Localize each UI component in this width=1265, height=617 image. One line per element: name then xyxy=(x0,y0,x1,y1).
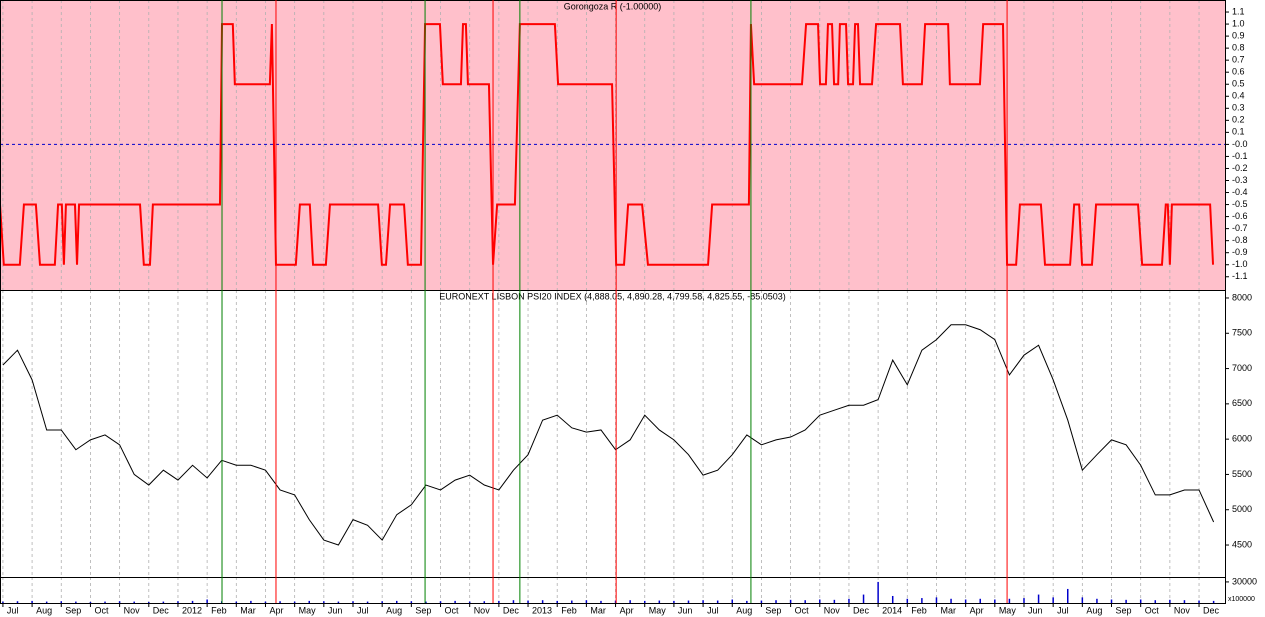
y-tick-label: 4500 xyxy=(1232,539,1252,549)
y-tick-label: 0.2 xyxy=(1232,115,1245,125)
y-tick-label: 1.1 xyxy=(1232,6,1245,16)
y-tick-label: -1.1 xyxy=(1232,271,1248,281)
y-tick-label: 6500 xyxy=(1232,398,1252,408)
x-tick-label: 2012 xyxy=(182,605,202,615)
x-tick-label: Aug xyxy=(386,605,402,615)
y-tick-label: -1.0 xyxy=(1232,259,1248,269)
y-tick-label: 30000 xyxy=(1232,576,1257,586)
x-tick-label: May xyxy=(999,605,1017,615)
x-tick-label: May xyxy=(649,605,667,615)
y-tick-label: 5500 xyxy=(1232,469,1252,479)
panel-background xyxy=(0,290,1225,577)
volume-unit-label: x100000 xyxy=(1228,596,1255,603)
x-tick-label: Feb xyxy=(561,605,577,615)
y-tick-label: 0.8 xyxy=(1232,43,1245,53)
y-tick-label: -0.9 xyxy=(1232,247,1248,257)
x-tick-label: Jul xyxy=(7,605,19,615)
panel-frame xyxy=(0,577,1226,604)
y-tick-label: 8000 xyxy=(1232,292,1252,302)
x-tick-label: 2013 xyxy=(532,605,552,615)
x-tick-label: Mar xyxy=(590,605,606,615)
panel-title: Gorongoza R (-1.00000) xyxy=(564,1,662,11)
x-tick-label: Nov xyxy=(824,605,841,615)
x-tick-label: Sep xyxy=(765,605,781,615)
y-tick-label: 7000 xyxy=(1232,363,1252,373)
x-tick-label: Oct xyxy=(1145,605,1160,615)
y-tick-label: -0.1 xyxy=(1232,151,1248,161)
data-line xyxy=(2,324,1215,546)
x-tick-label: Nov xyxy=(1174,605,1191,615)
x-tick-label: Sep xyxy=(1116,605,1132,615)
y-tick-label: -0.2 xyxy=(1232,163,1248,173)
y-tick-label: -0.5 xyxy=(1232,199,1248,209)
x-tick-label: Oct xyxy=(94,605,109,615)
x-tick-label: Oct xyxy=(795,605,810,615)
x-tick-label: Nov xyxy=(124,605,141,615)
x-tick-label: Aug xyxy=(36,605,52,615)
y-tick-label: -0.6 xyxy=(1232,211,1248,221)
y-tick-label: -0.0 xyxy=(1232,139,1248,149)
y-tick-label: 7500 xyxy=(1232,328,1252,338)
x-tick-label: Mar xyxy=(240,605,256,615)
x-tick-label: May xyxy=(299,605,317,615)
y-tick-label: 6000 xyxy=(1232,434,1252,444)
y-tick-label: 1.0 xyxy=(1232,18,1245,28)
y-tick-label: 5000 xyxy=(1232,504,1252,514)
x-tick-label: Sep xyxy=(65,605,81,615)
y-tick-label: 0.1 xyxy=(1232,127,1245,137)
x-tick-label: Feb xyxy=(211,605,227,615)
x-tick-label: Jun xyxy=(678,605,693,615)
x-tick-label: Apr xyxy=(620,605,634,615)
x-tick-label: Jun xyxy=(328,605,343,615)
x-tick-label: Jul xyxy=(357,605,369,615)
x-tick-label: Feb xyxy=(911,605,927,615)
y-tick-label: 0.9 xyxy=(1232,30,1245,40)
x-tick-label: Jul xyxy=(1057,605,1069,615)
x-tick-label: Sep xyxy=(415,605,431,615)
x-tick-label: Dec xyxy=(153,605,170,615)
panel-background xyxy=(0,577,1225,603)
x-tick-label: Apr xyxy=(970,605,984,615)
x-tick-label: Dec xyxy=(1203,605,1220,615)
x-tick-label: Jul xyxy=(707,605,719,615)
data-line xyxy=(0,23,1215,266)
y-tick-label: -0.8 xyxy=(1232,235,1248,245)
y-tick-label: 0.4 xyxy=(1232,91,1245,101)
x-tick-label: Jun xyxy=(1028,605,1043,615)
y-tick-label: -0.3 xyxy=(1232,175,1248,185)
x-tick-label: Nov xyxy=(474,605,491,615)
x-tick-label: Mar xyxy=(940,605,956,615)
x-tick-label: Dec xyxy=(853,605,870,615)
x-tick-label: Aug xyxy=(1086,605,1102,615)
x-tick-label: Dec xyxy=(503,605,520,615)
y-tick-label: 0.7 xyxy=(1232,55,1245,65)
panel-title: EURONEXT LISBON PSI20 INDEX (4,888.05, 4… xyxy=(439,291,786,301)
x-tick-label: Apr xyxy=(269,605,283,615)
y-tick-label: 0.5 xyxy=(1232,79,1245,89)
y-tick-label: -0.4 xyxy=(1232,187,1248,197)
x-tick-label: 2014 xyxy=(882,605,902,615)
y-tick-label: 0.6 xyxy=(1232,67,1245,77)
x-tick-label: Oct xyxy=(445,605,460,615)
y-tick-label: 0.3 xyxy=(1232,103,1245,113)
x-tick-label: Aug xyxy=(736,605,752,615)
y-tick-label: -0.7 xyxy=(1232,223,1248,233)
